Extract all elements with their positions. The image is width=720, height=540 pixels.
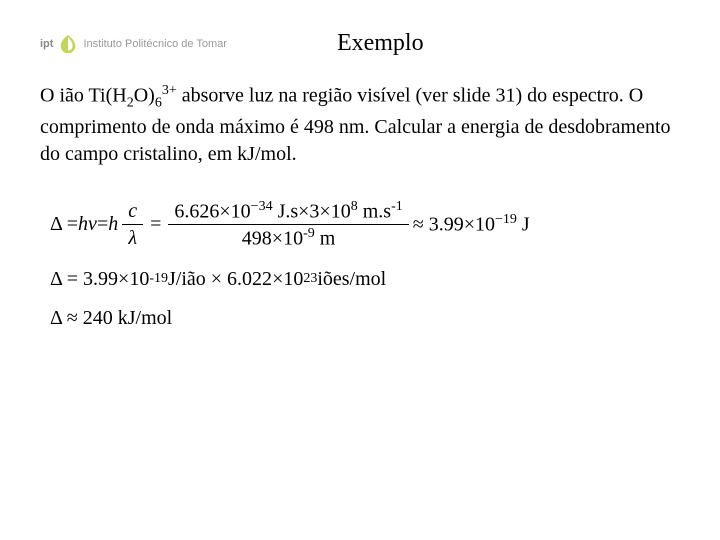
times-ten: ×10 <box>219 200 250 222</box>
logo-abbrev: ipt <box>40 38 53 50</box>
times-ten: ×10 <box>272 228 303 250</box>
exponent: -19 <box>149 271 168 287</box>
institution-logo: ipt Instituto Politécnico de Tomar <box>40 33 227 55</box>
denominator: 498×10-9 m <box>236 225 342 252</box>
lhs: Δ = 3.99 <box>50 268 118 291</box>
exponent: 8 <box>351 199 358 214</box>
exponent: 23 <box>303 271 317 287</box>
equation-3: Δ ≈ 240 kJ/mol <box>50 307 680 330</box>
exponent: −34 <box>251 199 273 214</box>
text-segment: O ião Ti(H <box>40 85 127 107</box>
numerator: 6.626×10−34 J.s×3×108 m.s-1 <box>168 198 408 226</box>
text-segment: J/ião × 6.022 <box>168 268 272 291</box>
equals: = <box>150 213 161 236</box>
slide: ipt Instituto Politécnico de Tomar Exemp… <box>0 0 720 376</box>
times-ten: ×10 <box>464 214 495 236</box>
units: J <box>517 214 530 236</box>
delta-symbol: Δ = <box>50 213 78 236</box>
units: J.s <box>273 200 299 222</box>
equals: = <box>97 213 108 236</box>
value: 6.626 <box>174 200 219 222</box>
times-ten: ×3×10 <box>298 200 351 222</box>
problem-statement: O ião Ti(H2O)63+ absorve luz na região v… <box>40 82 680 168</box>
superscript: 3+ <box>162 83 177 98</box>
exponent: -1 <box>391 199 403 214</box>
header-row: ipt Instituto Politécnico de Tomar Exemp… <box>40 30 680 57</box>
times-ten: ×10 <box>272 268 303 291</box>
text-segment: iões/mol <box>317 268 386 291</box>
text-segment: O) <box>134 85 155 107</box>
logo-institution-name: Instituto Politécnico de Tomar <box>83 38 226 50</box>
fraction-numeric: 6.626×10−34 J.s×3×108 m.s-1 498×10-9 m <box>168 198 408 252</box>
times-ten: ×10 <box>118 268 149 291</box>
subscript: 6 <box>155 96 162 111</box>
equations-block: Δ = hν = h c λ = 6.626×10−34 J.s×3×108 m… <box>50 198 680 330</box>
units: m.s <box>358 200 391 222</box>
equation-2: Δ = 3.99×10-19 J/ião × 6.022×1023 iões/m… <box>50 268 680 291</box>
equation-1: Δ = hν = h c λ = 6.626×10−34 J.s×3×108 m… <box>50 198 680 252</box>
planck-h: h <box>108 213 118 236</box>
slide-title: Exemplo <box>337 30 424 57</box>
value: 498 <box>242 228 272 250</box>
h-nu: hν <box>78 213 97 236</box>
final-result: Δ ≈ 240 kJ/mol <box>50 307 172 330</box>
numerator: c <box>122 198 143 225</box>
approx: ≈ 3.99 <box>413 214 464 236</box>
approx-result: ≈ 3.99×10−19 J <box>413 212 530 237</box>
subscript: 2 <box>127 96 134 111</box>
exponent: −19 <box>495 212 517 227</box>
leaf-icon <box>57 33 79 55</box>
fraction-c-lambda: c λ <box>122 198 143 251</box>
units: m <box>315 228 336 250</box>
exponent: -9 <box>303 226 315 241</box>
denominator: λ <box>122 225 143 251</box>
